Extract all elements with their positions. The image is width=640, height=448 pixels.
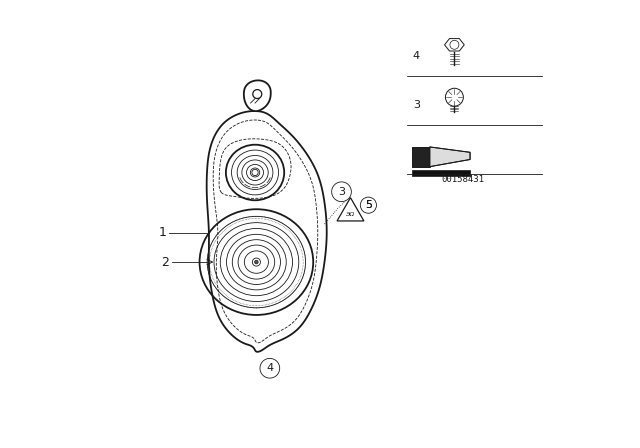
- Text: 5: 5: [365, 200, 372, 210]
- Polygon shape: [244, 80, 271, 111]
- Text: 00158431: 00158431: [442, 175, 485, 184]
- Circle shape: [252, 169, 258, 176]
- Ellipse shape: [252, 258, 260, 266]
- Circle shape: [260, 358, 280, 378]
- Text: 1: 1: [158, 226, 166, 240]
- Text: 2: 2: [161, 255, 170, 269]
- Text: 5: 5: [365, 200, 372, 210]
- Polygon shape: [412, 147, 430, 167]
- Circle shape: [332, 182, 351, 202]
- Polygon shape: [337, 198, 364, 221]
- Polygon shape: [430, 147, 470, 167]
- Circle shape: [360, 197, 376, 213]
- Circle shape: [253, 90, 262, 99]
- Text: 3: 3: [413, 100, 420, 110]
- Circle shape: [255, 260, 258, 264]
- Polygon shape: [207, 111, 327, 352]
- Text: 3: 3: [338, 187, 345, 197]
- Text: 4: 4: [266, 363, 273, 373]
- Text: 4: 4: [413, 51, 420, 61]
- Polygon shape: [412, 170, 470, 176]
- Text: ЭΩ: ЭΩ: [345, 211, 354, 217]
